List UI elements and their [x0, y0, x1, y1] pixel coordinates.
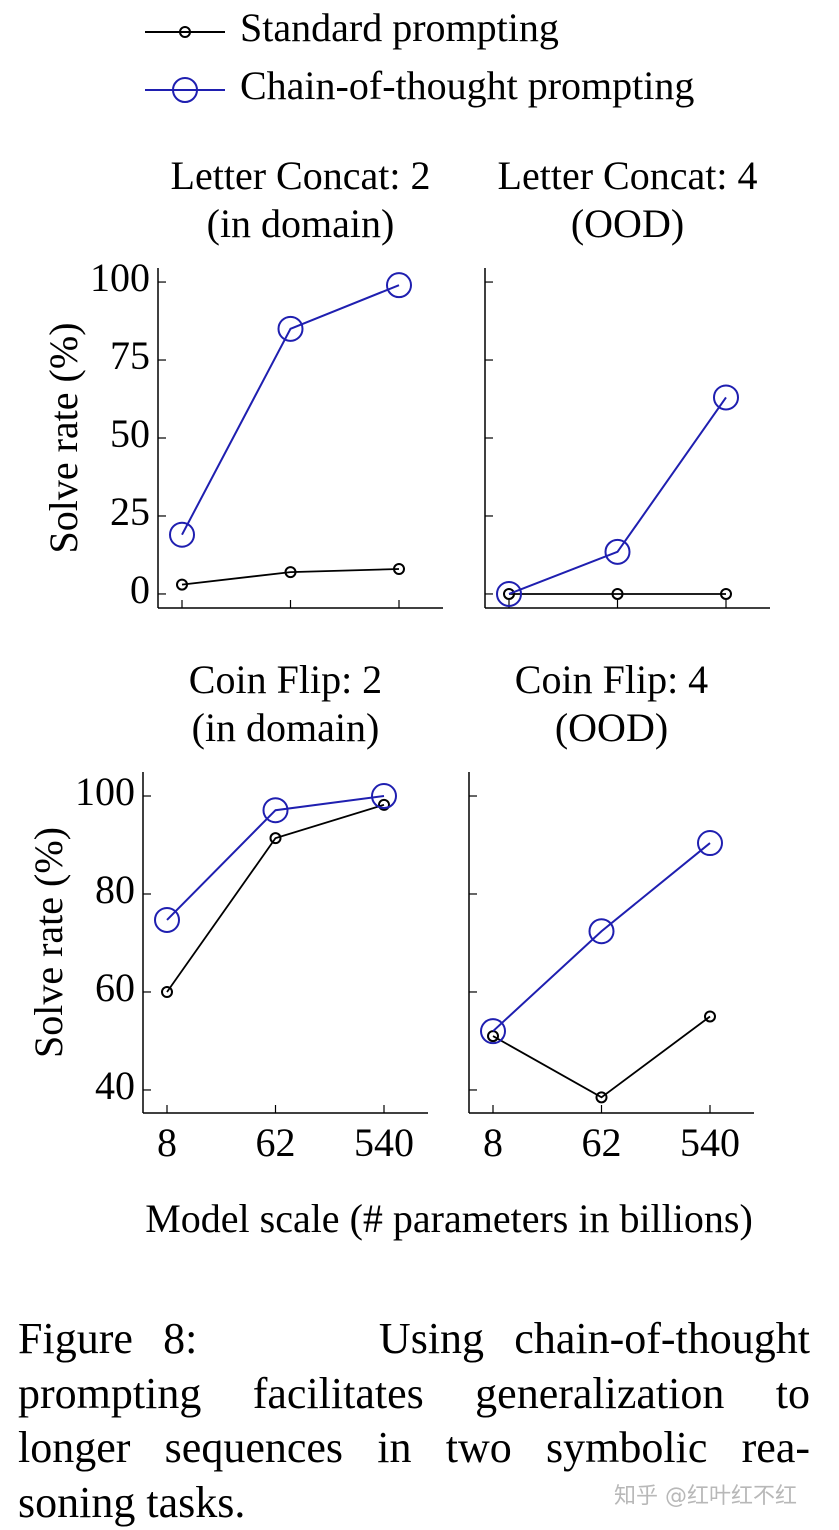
x-tick-label: 8: [157, 1120, 177, 1165]
chart-title: (OOD): [555, 705, 668, 750]
y-tick-label: 75: [110, 333, 150, 378]
y-tick-label: 80: [95, 867, 135, 912]
x-tick-label: 540: [680, 1120, 740, 1165]
series-line: [182, 285, 399, 535]
chart-title: Coin Flip: 4: [515, 657, 708, 702]
x-tick-label: 540: [354, 1120, 414, 1165]
y-tick-label: 50: [110, 411, 150, 456]
y-tick-label: 25: [110, 489, 150, 534]
chart-title: Letter Concat: 2: [171, 153, 431, 198]
caption-line: Figure 8: Using chain-of-thought: [18, 1312, 810, 1367]
legend-label: Standard prompting: [240, 5, 559, 50]
legend-label: Chain-of-thought prompting: [240, 63, 694, 108]
y-tick-label: 100: [75, 769, 135, 814]
figure: Standard prompting Chain-of-thought promp…: [0, 0, 839, 1300]
x-tick-label: 8: [483, 1120, 503, 1165]
y-tick-label: 60: [95, 965, 135, 1010]
chart-title: Coin Flip: 2: [189, 657, 382, 702]
x-tick-label: 62: [256, 1120, 296, 1165]
chart-title: (OOD): [571, 201, 684, 246]
y-axis-label: Solve rate (%): [41, 322, 86, 553]
series-line: [493, 1016, 710, 1097]
x-tick-label: 62: [582, 1120, 622, 1165]
caption-line: longer sequences in two symbolic rea-: [18, 1421, 810, 1476]
chart-title: (in domain): [207, 201, 395, 246]
chart-title: Letter Concat: 4: [498, 153, 758, 198]
x-axis-label: Model scale (# parameters in billions): [145, 1196, 753, 1241]
y-tick-label: 100: [90, 255, 150, 300]
caption-line: prompting facilitates generalization to: [18, 1367, 810, 1422]
watermark: 知乎 @红叶红不红: [614, 1478, 797, 1510]
series-line: [493, 843, 710, 1031]
y-axis-label: Solve rate (%): [26, 827, 71, 1058]
y-tick-label: 40: [95, 1063, 135, 1108]
y-tick-label: 0: [130, 567, 150, 612]
chart-title: (in domain): [192, 705, 380, 750]
